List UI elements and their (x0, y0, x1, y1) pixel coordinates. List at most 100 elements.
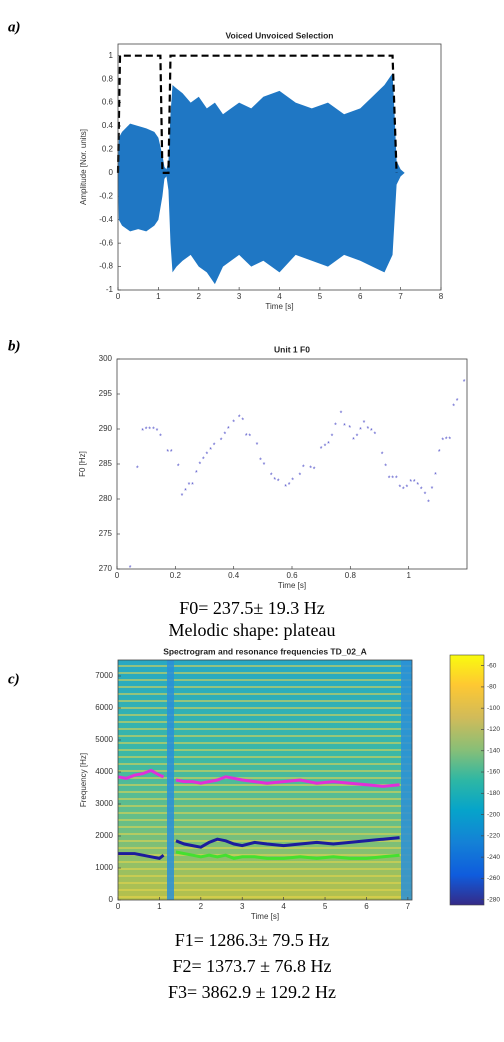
point: * (402, 487, 405, 494)
point: * (166, 449, 169, 456)
point: * (248, 434, 251, 441)
y-axis-label: Amplitude [Nor. units] (79, 129, 88, 205)
x-axis-label: Time [s] (251, 912, 279, 921)
result-note: F3= 3862.9 ± 129.2 Hz (168, 982, 336, 1002)
y-tick-label: 285 (99, 459, 113, 468)
point: * (320, 446, 323, 453)
silence-band (401, 660, 412, 900)
colorbar-tick-label: -280 (487, 896, 500, 903)
point: * (291, 478, 294, 485)
x-tick-label: 0.2 (170, 571, 182, 580)
y-axis-label: F0 [Hz] (78, 451, 87, 477)
y-tick-label: 1000 (95, 863, 113, 872)
point: * (313, 466, 316, 473)
point: * (129, 565, 132, 572)
y-tick-label: 0.8 (102, 74, 114, 83)
point: * (452, 403, 455, 410)
point: * (356, 434, 359, 441)
y-tick-label: 0 (109, 895, 114, 904)
point: * (352, 437, 355, 444)
point: * (241, 417, 244, 424)
colorbar (449, 654, 485, 906)
point: * (209, 447, 212, 454)
colorbar-tick-label: -160 (487, 769, 500, 776)
point: * (177, 464, 180, 471)
point: * (366, 426, 369, 433)
y-tick-label: 290 (99, 424, 113, 433)
x-tick-label: 8 (439, 292, 444, 301)
colorbar-tick-label: -120 (487, 726, 500, 733)
y-tick-label: 5000 (95, 735, 113, 744)
result-note: F1= 1286.3± 79.5 Hz (175, 930, 330, 950)
x-tick-label: 7 (406, 902, 411, 911)
y-tick-label: -1 (106, 285, 114, 294)
point: * (427, 499, 430, 506)
point: * (348, 425, 351, 432)
y-tick-label: 300 (99, 354, 113, 363)
panel-label: c) (8, 671, 20, 687)
point: * (413, 479, 416, 486)
x-tick-label: 2 (199, 902, 204, 911)
point: * (188, 482, 191, 489)
y-tick-label: 0.6 (102, 98, 114, 107)
point: * (256, 442, 259, 449)
colorbar-tick-label: -80 (487, 684, 497, 691)
selection-line (116, 54, 398, 174)
x-tick-label: 0 (116, 902, 121, 911)
point: * (159, 434, 162, 441)
silence-band (167, 660, 174, 900)
point: * (198, 462, 201, 469)
y-tick-label: 0 (109, 168, 114, 177)
formant-track (117, 768, 400, 788)
point: * (416, 482, 419, 489)
formant-track (118, 836, 400, 861)
y-tick-label: 3000 (95, 799, 113, 808)
point: * (370, 428, 373, 435)
point: * (431, 486, 434, 493)
y-tick-label: 295 (99, 389, 113, 398)
result-note: Melodic shape: plateau (169, 620, 336, 640)
point: * (384, 464, 387, 471)
point: * (363, 420, 366, 427)
x-tick-label: 1 (156, 292, 161, 301)
point: * (191, 482, 194, 489)
point: * (263, 462, 266, 469)
point: * (284, 484, 287, 491)
point: * (340, 410, 343, 417)
point: * (409, 479, 412, 486)
colorbar-tick-label: -140 (487, 747, 500, 754)
y-axis-label: Frequency [Hz] (79, 753, 88, 807)
colorbar-tick-label: -100 (487, 705, 500, 712)
point: * (399, 485, 402, 492)
point: * (148, 427, 151, 434)
point: * (195, 470, 198, 477)
point: * (227, 426, 230, 433)
point: * (343, 423, 346, 430)
y-tick-label: 6000 (95, 703, 113, 712)
result-note: F0= 237.5± 19.3 Hz (179, 598, 325, 618)
point: * (420, 487, 423, 494)
y-tick-label: 0.2 (102, 145, 114, 154)
point: * (288, 482, 291, 489)
point: * (388, 476, 391, 483)
colorbar-tick-label: -180 (487, 790, 500, 797)
plot-frame (117, 659, 413, 901)
colorbar-tick-label: -220 (487, 833, 500, 840)
formant-track (175, 850, 400, 860)
y-tick-label: -0.6 (99, 238, 113, 247)
point: * (141, 428, 144, 435)
panel-label: b) (8, 338, 21, 354)
x-tick-label: 4 (277, 292, 282, 301)
y-tick-label: 275 (99, 529, 113, 538)
x-tick-label: 1 (406, 571, 411, 580)
point: * (202, 457, 205, 464)
point: * (270, 473, 273, 480)
point: * (213, 443, 216, 450)
point: * (232, 420, 235, 427)
point: * (334, 422, 337, 429)
point: * (448, 436, 451, 443)
point: * (359, 427, 362, 434)
harmonics (118, 660, 412, 900)
point: * (245, 433, 248, 440)
point: * (205, 452, 208, 459)
